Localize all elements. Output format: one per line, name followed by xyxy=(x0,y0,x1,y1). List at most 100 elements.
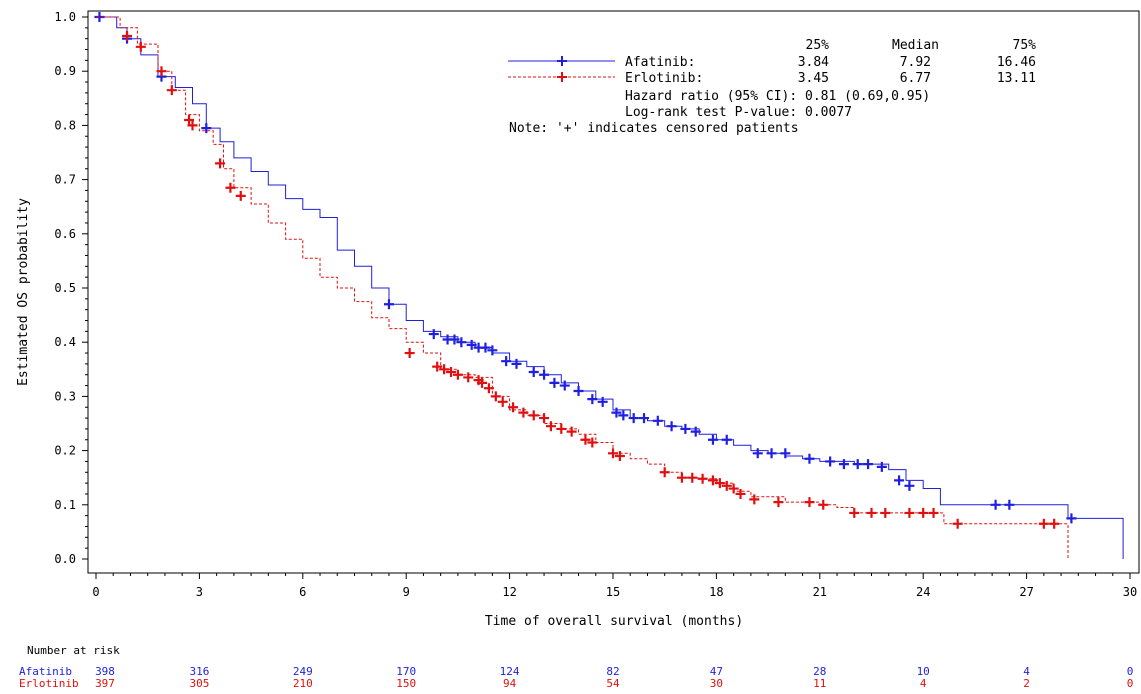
censor-mark xyxy=(477,377,488,388)
x-tick-label: 3 xyxy=(196,585,203,599)
risk-count: 2 xyxy=(1023,677,1030,690)
legend: 25% Median 75% Afatinib: 3.84 7.92 16.46 Erloti… xyxy=(508,38,1036,136)
plot-frame xyxy=(87,10,1140,574)
risk-count: 397 xyxy=(95,677,115,690)
series-afatinib xyxy=(94,12,1124,559)
censor-mark xyxy=(676,472,687,483)
censor-mark xyxy=(383,299,394,310)
y-tick-label: 0.7 xyxy=(54,173,76,187)
y-tick-label: 0.4 xyxy=(54,335,76,349)
censor-mark xyxy=(428,329,439,340)
censor-mark xyxy=(766,448,777,459)
censor-mark xyxy=(652,415,663,426)
censor-mark xyxy=(804,497,815,508)
censor-mark xyxy=(483,383,494,394)
censor-mark xyxy=(618,410,629,421)
legend-median: 6.77 xyxy=(900,71,931,86)
censor-mark xyxy=(446,367,457,378)
y-tick-label: 0.6 xyxy=(54,227,76,241)
censor-mark xyxy=(721,480,732,491)
y-tick-label: 0.5 xyxy=(54,281,76,295)
series-erlotinib xyxy=(96,16,1069,559)
censor-mark xyxy=(952,518,963,529)
risk-count: 170 xyxy=(396,665,416,678)
censor-mark xyxy=(587,394,598,405)
censor-mark xyxy=(439,364,450,375)
x-axis-title: Time of overall survival (months) xyxy=(485,614,743,629)
censor-mark xyxy=(825,456,836,467)
censor-mark xyxy=(559,380,570,391)
x-axis: 0 3 6 9 12 15 18 21 24 27 30 xyxy=(92,573,1137,599)
censor-mark xyxy=(215,158,226,169)
x-tick-label: 27 xyxy=(1019,585,1033,599)
censor-mark xyxy=(539,413,550,424)
risk-count: 210 xyxy=(293,677,313,690)
legend-note: Note: '+' indicates censored patients xyxy=(509,121,799,136)
risk-count: 249 xyxy=(293,665,313,678)
censor-mark xyxy=(466,339,477,350)
censor-mark xyxy=(480,342,491,353)
censor-mark xyxy=(904,507,915,518)
censor-mark xyxy=(225,182,236,193)
legend-header: 25% xyxy=(806,38,830,53)
legend-label: Erlotinib: xyxy=(625,71,703,86)
censor-mark xyxy=(580,434,591,445)
risk-count: 30 xyxy=(710,677,723,690)
censor-mark xyxy=(122,30,133,41)
number-at-risk-table: Number at risk Afatinib 398 316 249 170 124 82 4… xyxy=(19,644,1133,690)
legend-q75: 13.11 xyxy=(997,71,1036,86)
censor-mark xyxy=(539,369,550,380)
y-tick-label: 0.3 xyxy=(54,389,76,403)
censor-mark xyxy=(184,114,195,125)
x-tick-label: 21 xyxy=(813,585,827,599)
censor-mark xyxy=(187,120,198,131)
censor-mark xyxy=(838,459,849,470)
risk-count: 398 xyxy=(95,665,115,678)
risk-count: 94 xyxy=(503,677,517,690)
x-tick-label: 15 xyxy=(606,585,620,599)
censor-mark xyxy=(545,421,556,432)
censor-mark xyxy=(904,480,915,491)
survival-curve-afatinib xyxy=(96,16,1124,559)
censor-mark xyxy=(518,407,529,418)
censor-mark xyxy=(432,361,443,372)
legend-pvalue: Log-rank test P-value: 0.0077 xyxy=(625,105,852,120)
y-tick-label: 0.2 xyxy=(54,444,76,458)
risk-count: 124 xyxy=(500,665,520,678)
censor-mark xyxy=(566,426,577,437)
censor-mark xyxy=(849,507,860,518)
y-tick-label: 1.0 xyxy=(54,10,76,24)
legend-marker xyxy=(557,56,567,66)
censor-mark xyxy=(628,413,639,424)
risk-row-label: Erlotinib xyxy=(19,677,79,690)
risk-count: 0 xyxy=(1127,665,1134,678)
censor-mark xyxy=(894,475,905,486)
censor-mark xyxy=(614,451,625,462)
risk-count: 11 xyxy=(813,677,826,690)
censor-mark xyxy=(587,437,598,448)
y-tick-label: 0.9 xyxy=(54,64,76,78)
censor-mark xyxy=(780,448,791,459)
censor-mark xyxy=(990,499,1001,510)
risk-row-label: Afatinib xyxy=(19,665,72,678)
x-tick-label: 18 xyxy=(709,585,723,599)
censor-mark xyxy=(452,369,463,380)
censor-mark xyxy=(749,494,760,505)
y-axis-title: Estimated OS probability xyxy=(16,198,31,386)
censor-mark xyxy=(804,453,815,464)
censor-mark xyxy=(928,507,939,518)
y-tick-label: 0.8 xyxy=(54,118,76,132)
censor-mark xyxy=(721,434,732,445)
censor-mark xyxy=(156,66,167,77)
legend-q25: 3.45 xyxy=(798,71,829,86)
censor-mark xyxy=(490,391,501,402)
risk-count: 10 xyxy=(917,665,930,678)
risk-count: 54 xyxy=(606,677,620,690)
censor-mark xyxy=(556,423,567,434)
censor-mark xyxy=(456,337,467,348)
censor-mark xyxy=(659,467,670,478)
risk-count: 305 xyxy=(189,677,209,690)
x-tick-label: 24 xyxy=(916,585,930,599)
risk-count: 0 xyxy=(1127,677,1134,690)
